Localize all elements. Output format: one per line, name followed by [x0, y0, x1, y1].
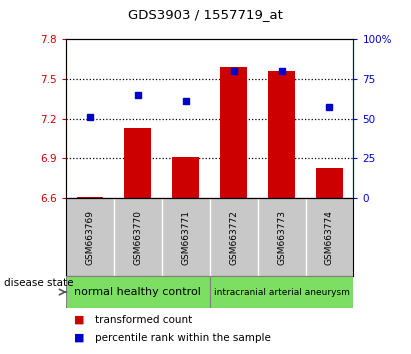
Bar: [66, 276, 210, 308]
Text: GSM663770: GSM663770: [133, 210, 142, 265]
Text: GSM663772: GSM663772: [229, 210, 238, 265]
Bar: [268, 71, 295, 198]
Text: percentile rank within the sample: percentile rank within the sample: [95, 333, 270, 343]
Bar: [76, 197, 103, 198]
Bar: [316, 168, 343, 198]
Text: ■: ■: [74, 333, 85, 343]
Text: intracranial arterial aneurysm: intracranial arterial aneurysm: [214, 287, 349, 297]
Text: GSM663774: GSM663774: [325, 210, 334, 265]
Text: GSM663771: GSM663771: [181, 210, 190, 265]
Text: normal healthy control: normal healthy control: [74, 287, 201, 297]
Text: GSM663773: GSM663773: [277, 210, 286, 265]
Bar: [125, 128, 151, 198]
Text: ■: ■: [74, 315, 85, 325]
Bar: [173, 157, 199, 198]
Text: GDS3903 / 1557719_at: GDS3903 / 1557719_at: [128, 8, 283, 21]
Text: disease state: disease state: [4, 278, 74, 288]
Bar: [220, 67, 247, 198]
Bar: [210, 276, 353, 308]
Text: GSM663769: GSM663769: [85, 210, 94, 265]
Text: transformed count: transformed count: [95, 315, 192, 325]
